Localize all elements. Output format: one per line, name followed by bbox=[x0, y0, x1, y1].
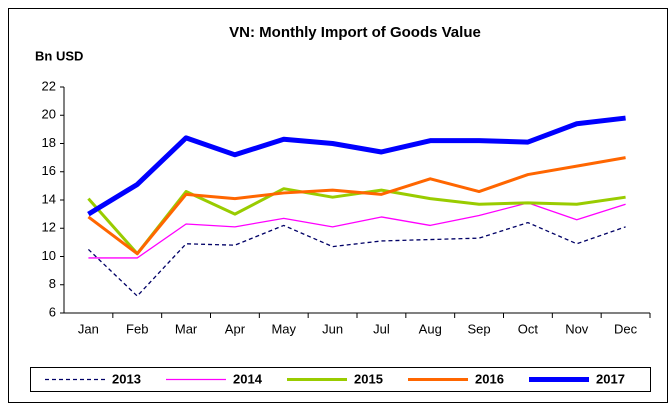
y-tick-label: 6 bbox=[49, 304, 56, 319]
y-tick-label: 14 bbox=[42, 191, 56, 206]
y-tick-label: 18 bbox=[42, 135, 56, 150]
x-tick-label: Nov bbox=[565, 321, 589, 336]
x-tick-label: Aug bbox=[419, 321, 442, 336]
y-tick-label: 22 bbox=[42, 78, 56, 93]
legend-label: 2014 bbox=[233, 371, 263, 386]
y-tick-label: 16 bbox=[42, 163, 56, 178]
y-tick-label: 10 bbox=[42, 248, 56, 263]
x-tick-label: Sep bbox=[468, 321, 491, 336]
x-tick-label: Feb bbox=[126, 321, 148, 336]
x-tick-label: Mar bbox=[175, 321, 198, 336]
legend-label: 2016 bbox=[475, 371, 504, 386]
series-line bbox=[87, 156, 626, 256]
legend-box bbox=[30, 367, 651, 392]
y-axis-label: Bn USD bbox=[35, 48, 83, 63]
x-tick-label: May bbox=[271, 321, 296, 336]
chart-frame bbox=[8, 8, 668, 403]
legend-label: 2013 bbox=[112, 371, 141, 386]
x-tick-label: Dec bbox=[614, 321, 638, 336]
series-line bbox=[87, 221, 626, 297]
y-tick-label: 20 bbox=[42, 107, 56, 122]
series-line bbox=[88, 202, 626, 259]
chart-title: VN: Monthly Import of Goods Value bbox=[229, 24, 481, 41]
legend-label: 2017 bbox=[596, 371, 625, 386]
y-tick-label: 8 bbox=[49, 276, 56, 291]
x-tick-label: Jul bbox=[373, 321, 390, 336]
y-tick-label: 12 bbox=[42, 220, 56, 235]
x-tick-label: Oct bbox=[518, 321, 539, 336]
series-line bbox=[87, 115, 626, 217]
x-tick-label: Jan bbox=[78, 321, 99, 336]
x-tick-label: Jun bbox=[322, 321, 343, 336]
x-tick-label: Apr bbox=[225, 321, 246, 336]
legend-label: 2015 bbox=[354, 371, 383, 386]
